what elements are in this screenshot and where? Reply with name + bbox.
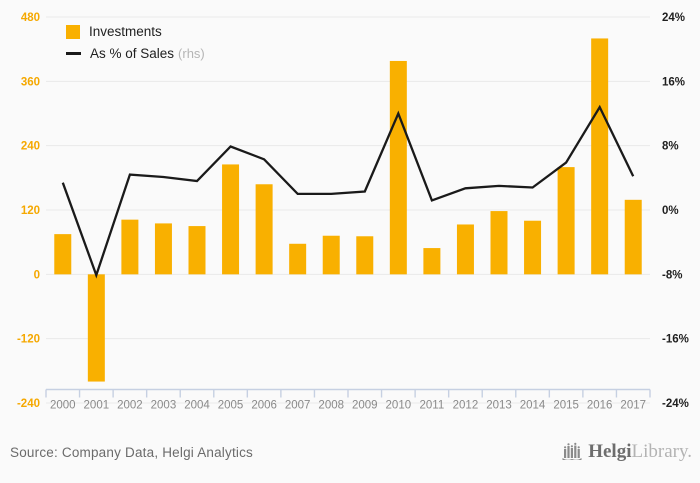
bar-2012 [456, 224, 474, 275]
year-label-2011: 2011 [420, 400, 445, 412]
year-label-2014: 2014 [520, 400, 546, 412]
bar-2003 [154, 223, 172, 275]
year-label-2009: 2009 [352, 400, 378, 412]
right-axis-label-8%: 8% [662, 141, 679, 153]
bar-2015 [557, 167, 575, 275]
left-axis-label-360: 360 [21, 76, 40, 88]
chart-footer: Source: Company Data, Helgi Analytics He… [0, 438, 700, 483]
legend-investments-label: Investments [89, 24, 162, 39]
legend-sales-label: As % of Sales (rhs) [90, 46, 205, 61]
year-label-2007: 2007 [285, 400, 311, 412]
investments-chart: 480 24% 360 16% 240 8% 120 0% 0 -8% -120 -16% -240 -2… [17, 12, 689, 412]
bar-2007 [289, 243, 307, 275]
bar-2005 [222, 164, 240, 275]
left-axis-label-0: 0 [34, 269, 40, 281]
sales-line-swatch-icon [66, 52, 81, 55]
chart-canvas: 480 24% 360 16% 240 8% 120 0% 0 -8% -120 -16% -240 -2… [17, 12, 689, 412]
logo-text: HelgiLibrary. [588, 441, 692, 463]
right-axis-label-0%: 0% [662, 205, 679, 217]
left-axis-label-480: 480 [21, 12, 40, 24]
bar-2006 [255, 184, 273, 275]
line-as-pct-of-sales [61, 104, 635, 279]
year-label-2012: 2012 [453, 400, 479, 412]
left-axis-label--240: -240 [17, 398, 40, 410]
year-label-2010: 2010 [386, 400, 412, 412]
year-label-2002: 2002 [117, 400, 143, 412]
year-label-2004: 2004 [184, 400, 210, 412]
bar-2002 [121, 219, 139, 275]
bar-2011 [423, 248, 441, 275]
year-label-2017: 2017 [620, 400, 646, 412]
logo-library: Library. [631, 441, 693, 462]
bar-2014 [524, 220, 542, 275]
bar-2001 [87, 274, 105, 382]
year-label-2015: 2015 [553, 400, 579, 412]
bar-2016 [591, 38, 609, 275]
left-axis-label-240: 240 [21, 141, 40, 153]
year-label-2016: 2016 [587, 400, 613, 412]
bar-2013 [490, 211, 508, 275]
year-label-2001: 2001 [84, 400, 110, 412]
year-label-2005: 2005 [218, 400, 244, 412]
source-text: Source: Company Data, Helgi Analytics [10, 445, 254, 460]
right-axis-label-16%: 16% [662, 76, 685, 88]
investments-swatch-icon [66, 24, 80, 39]
right-axis-label-24%: 24% [662, 12, 685, 24]
year-label-2013: 2013 [486, 400, 512, 412]
left-axis-label-120: 120 [21, 205, 40, 217]
bar-2017 [624, 199, 642, 275]
bar-2004 [188, 226, 206, 275]
year-label-2000: 2000 [50, 400, 76, 412]
right-axis-label--16%: -16% [662, 334, 689, 346]
left-axis-label--120: -120 [17, 334, 40, 346]
bar-2008 [322, 235, 340, 275]
year-label-2003: 2003 [151, 400, 177, 412]
helgi-library-logo: HelgiLibrary. [561, 441, 692, 463]
bar-2009 [356, 236, 374, 275]
legend-rhs-suffix: (rhs) [178, 46, 205, 61]
castle-icon [562, 442, 582, 460]
bar-2010 [389, 60, 407, 275]
year-label-2008: 2008 [318, 400, 344, 412]
right-axis-label--24%: -24% [662, 398, 689, 410]
legend-item-sales: As % of Sales (rhs) [66, 46, 205, 61]
chart-legend: Investments As % of Sales (rhs) [66, 24, 205, 61]
logo-helgi: Helgi [588, 441, 632, 462]
right-axis-label--8%: -8% [662, 269, 682, 281]
legend-item-investments: Investments [66, 24, 205, 39]
year-label-2006: 2006 [251, 400, 277, 412]
bar-2000 [54, 234, 72, 275]
